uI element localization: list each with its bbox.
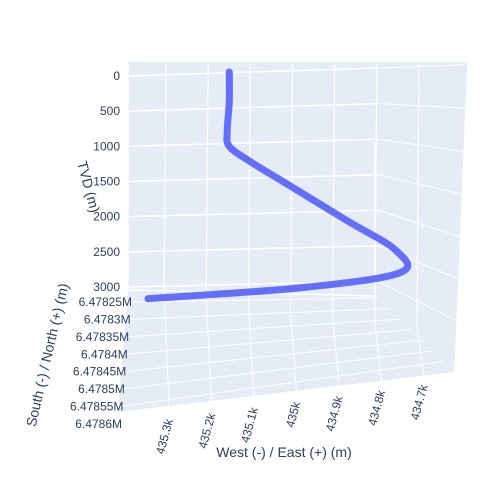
z-grid-line (127, 102, 379, 112)
y-tick-label: 6.4786M (75, 417, 122, 431)
x-grid-line (247, 63, 251, 305)
x-tick-label-group: 435.2k (196, 411, 219, 450)
floor-pane (118, 290, 455, 412)
x-tick-label: 435.3k (153, 416, 176, 455)
z-grid-line-side (377, 138, 467, 153)
y-tick-label: 6.47845M (73, 365, 126, 379)
x-floor-grid-line (247, 304, 255, 398)
x-grid-line (332, 63, 336, 316)
x-floor-grid-line (290, 309, 297, 393)
x-tick-label-group: 434.8k (365, 388, 388, 427)
box-edge-line (454, 61, 469, 373)
x-tick-label-group: 434.7k (408, 382, 431, 421)
z-grid-line (127, 67, 379, 77)
x-grid-line (205, 63, 209, 299)
z-tick-label: 2500 (93, 245, 120, 259)
wellbore-trace[interactable] (144, 68, 412, 303)
x-tick-label: 435.2k (196, 411, 219, 450)
y-tick-label: 6.47835M (76, 330, 129, 344)
z-grid-line-side (377, 103, 467, 109)
x-tick-label-group: 435.3k (153, 416, 176, 455)
y-tick-label: 6.4785M (78, 382, 125, 396)
x-floor-grid-line (416, 327, 425, 375)
x-tick-label: 435k (283, 399, 304, 429)
x-grid-line (416, 63, 420, 328)
y-tick-label: 6.47825M (79, 295, 132, 309)
y-grid-line (120, 350, 434, 390)
y-grid-line (125, 318, 401, 338)
y-grid-line (122, 339, 423, 373)
z-grid-line-side (377, 209, 467, 240)
x-tick-label: 434.7k (408, 382, 431, 421)
z-tick-label: 0 (113, 69, 120, 83)
right-wall-pane (375, 62, 468, 372)
y-tick-label: 6.47855M (70, 400, 123, 414)
y-grid-line (127, 297, 379, 303)
y-axis-title: South (-) / North (+) (m) (23, 282, 72, 428)
x-tick-label: 434.9k (323, 394, 346, 433)
x-tick-label-group: 434.9k (323, 394, 346, 433)
z-grid-line (127, 138, 379, 148)
y-tick-label: 6.4783M (84, 312, 131, 326)
y-grid-line (119, 360, 445, 408)
z-grid-line-side (377, 174, 467, 196)
x-grid-line (163, 63, 167, 293)
x-tick-label-group: 435k (283, 399, 304, 429)
z-grid-line (127, 173, 379, 183)
y-tick-label: 6.4784M (81, 347, 128, 361)
z-grid-line-side (377, 64, 467, 69)
x-axis-title: West (-) / East (+) (m) (216, 444, 351, 460)
x-tick-label: 434.8k (365, 388, 388, 427)
axis-panes (118, 62, 468, 412)
z-tick-label: 1500 (93, 175, 120, 189)
x-floor-grid-line (332, 315, 340, 387)
y-grid-line (126, 308, 390, 320)
z-tick-label: 2000 (93, 210, 120, 224)
z-tick-label: 3000 (93, 280, 120, 294)
z-tick-label: 500 (100, 104, 120, 118)
z-grid-line (127, 245, 379, 253)
z-tick-label: 1000 (93, 139, 120, 153)
y-grid-line (123, 329, 412, 355)
y-grid-line (117, 371, 456, 425)
x-tick-label-group: 435.1k (238, 405, 261, 444)
wellbore-trace-line[interactable] (144, 68, 412, 303)
z-grid-line-side (377, 280, 467, 327)
x-tick-label: 435.1k (238, 405, 261, 444)
